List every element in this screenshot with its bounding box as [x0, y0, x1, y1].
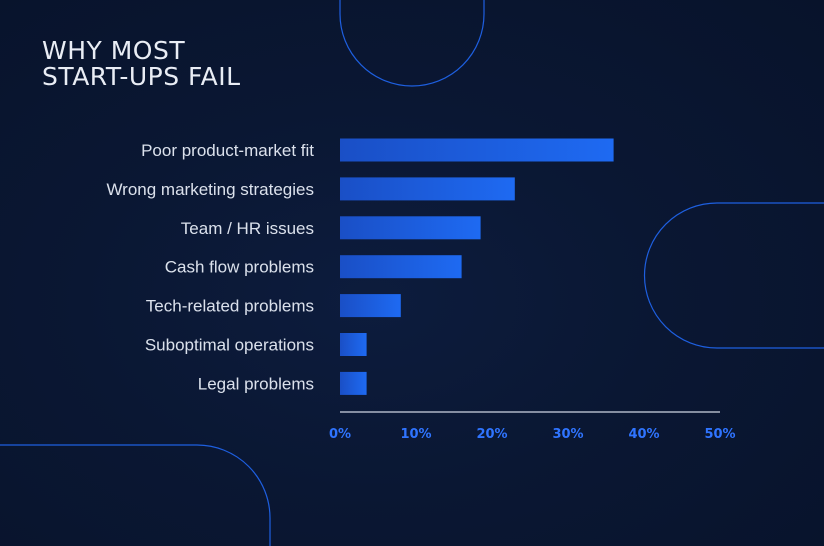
category-label: Poor product-market fit — [141, 141, 314, 160]
bottom-left-arch-decoration — [0, 444, 271, 546]
x-tick-label: 20% — [476, 427, 507, 442]
x-tick-label: 30% — [552, 427, 583, 442]
right-capsule-decoration — [643, 202, 824, 349]
chart-title-line-2: START-UPS FAIL — [42, 62, 241, 91]
bars-group — [340, 138, 614, 395]
category-label: Tech-related problems — [146, 297, 314, 316]
category-label: Cash flow problems — [165, 258, 314, 277]
category-label: Team / HR issues — [181, 219, 314, 238]
bar — [340, 294, 401, 318]
bar — [340, 371, 367, 395]
bar — [340, 255, 462, 279]
bar — [340, 138, 614, 162]
x-tick-labels-group: 0% 10% 20% 30% 40% 50% — [329, 427, 736, 442]
bar — [340, 333, 367, 356]
category-label: Wrong marketing strategies — [106, 180, 314, 199]
x-tick-label: 40% — [628, 427, 659, 442]
chart-title-line-1: WHY MOST — [42, 36, 186, 65]
bar — [340, 177, 515, 201]
category-label: Suboptimal operations — [145, 336, 314, 355]
x-tick-label: 0% — [329, 427, 351, 442]
bar — [340, 216, 481, 240]
category-label: Legal problems — [198, 374, 314, 393]
category-labels-group: Poor product-market fit Wrong marketing s… — [106, 141, 314, 393]
x-tick-label: 50% — [704, 427, 735, 442]
top-arch-decoration — [339, 0, 485, 87]
x-tick-label: 10% — [400, 427, 431, 442]
chart-title: WHY MOST START-UPS FAIL — [42, 38, 241, 90]
